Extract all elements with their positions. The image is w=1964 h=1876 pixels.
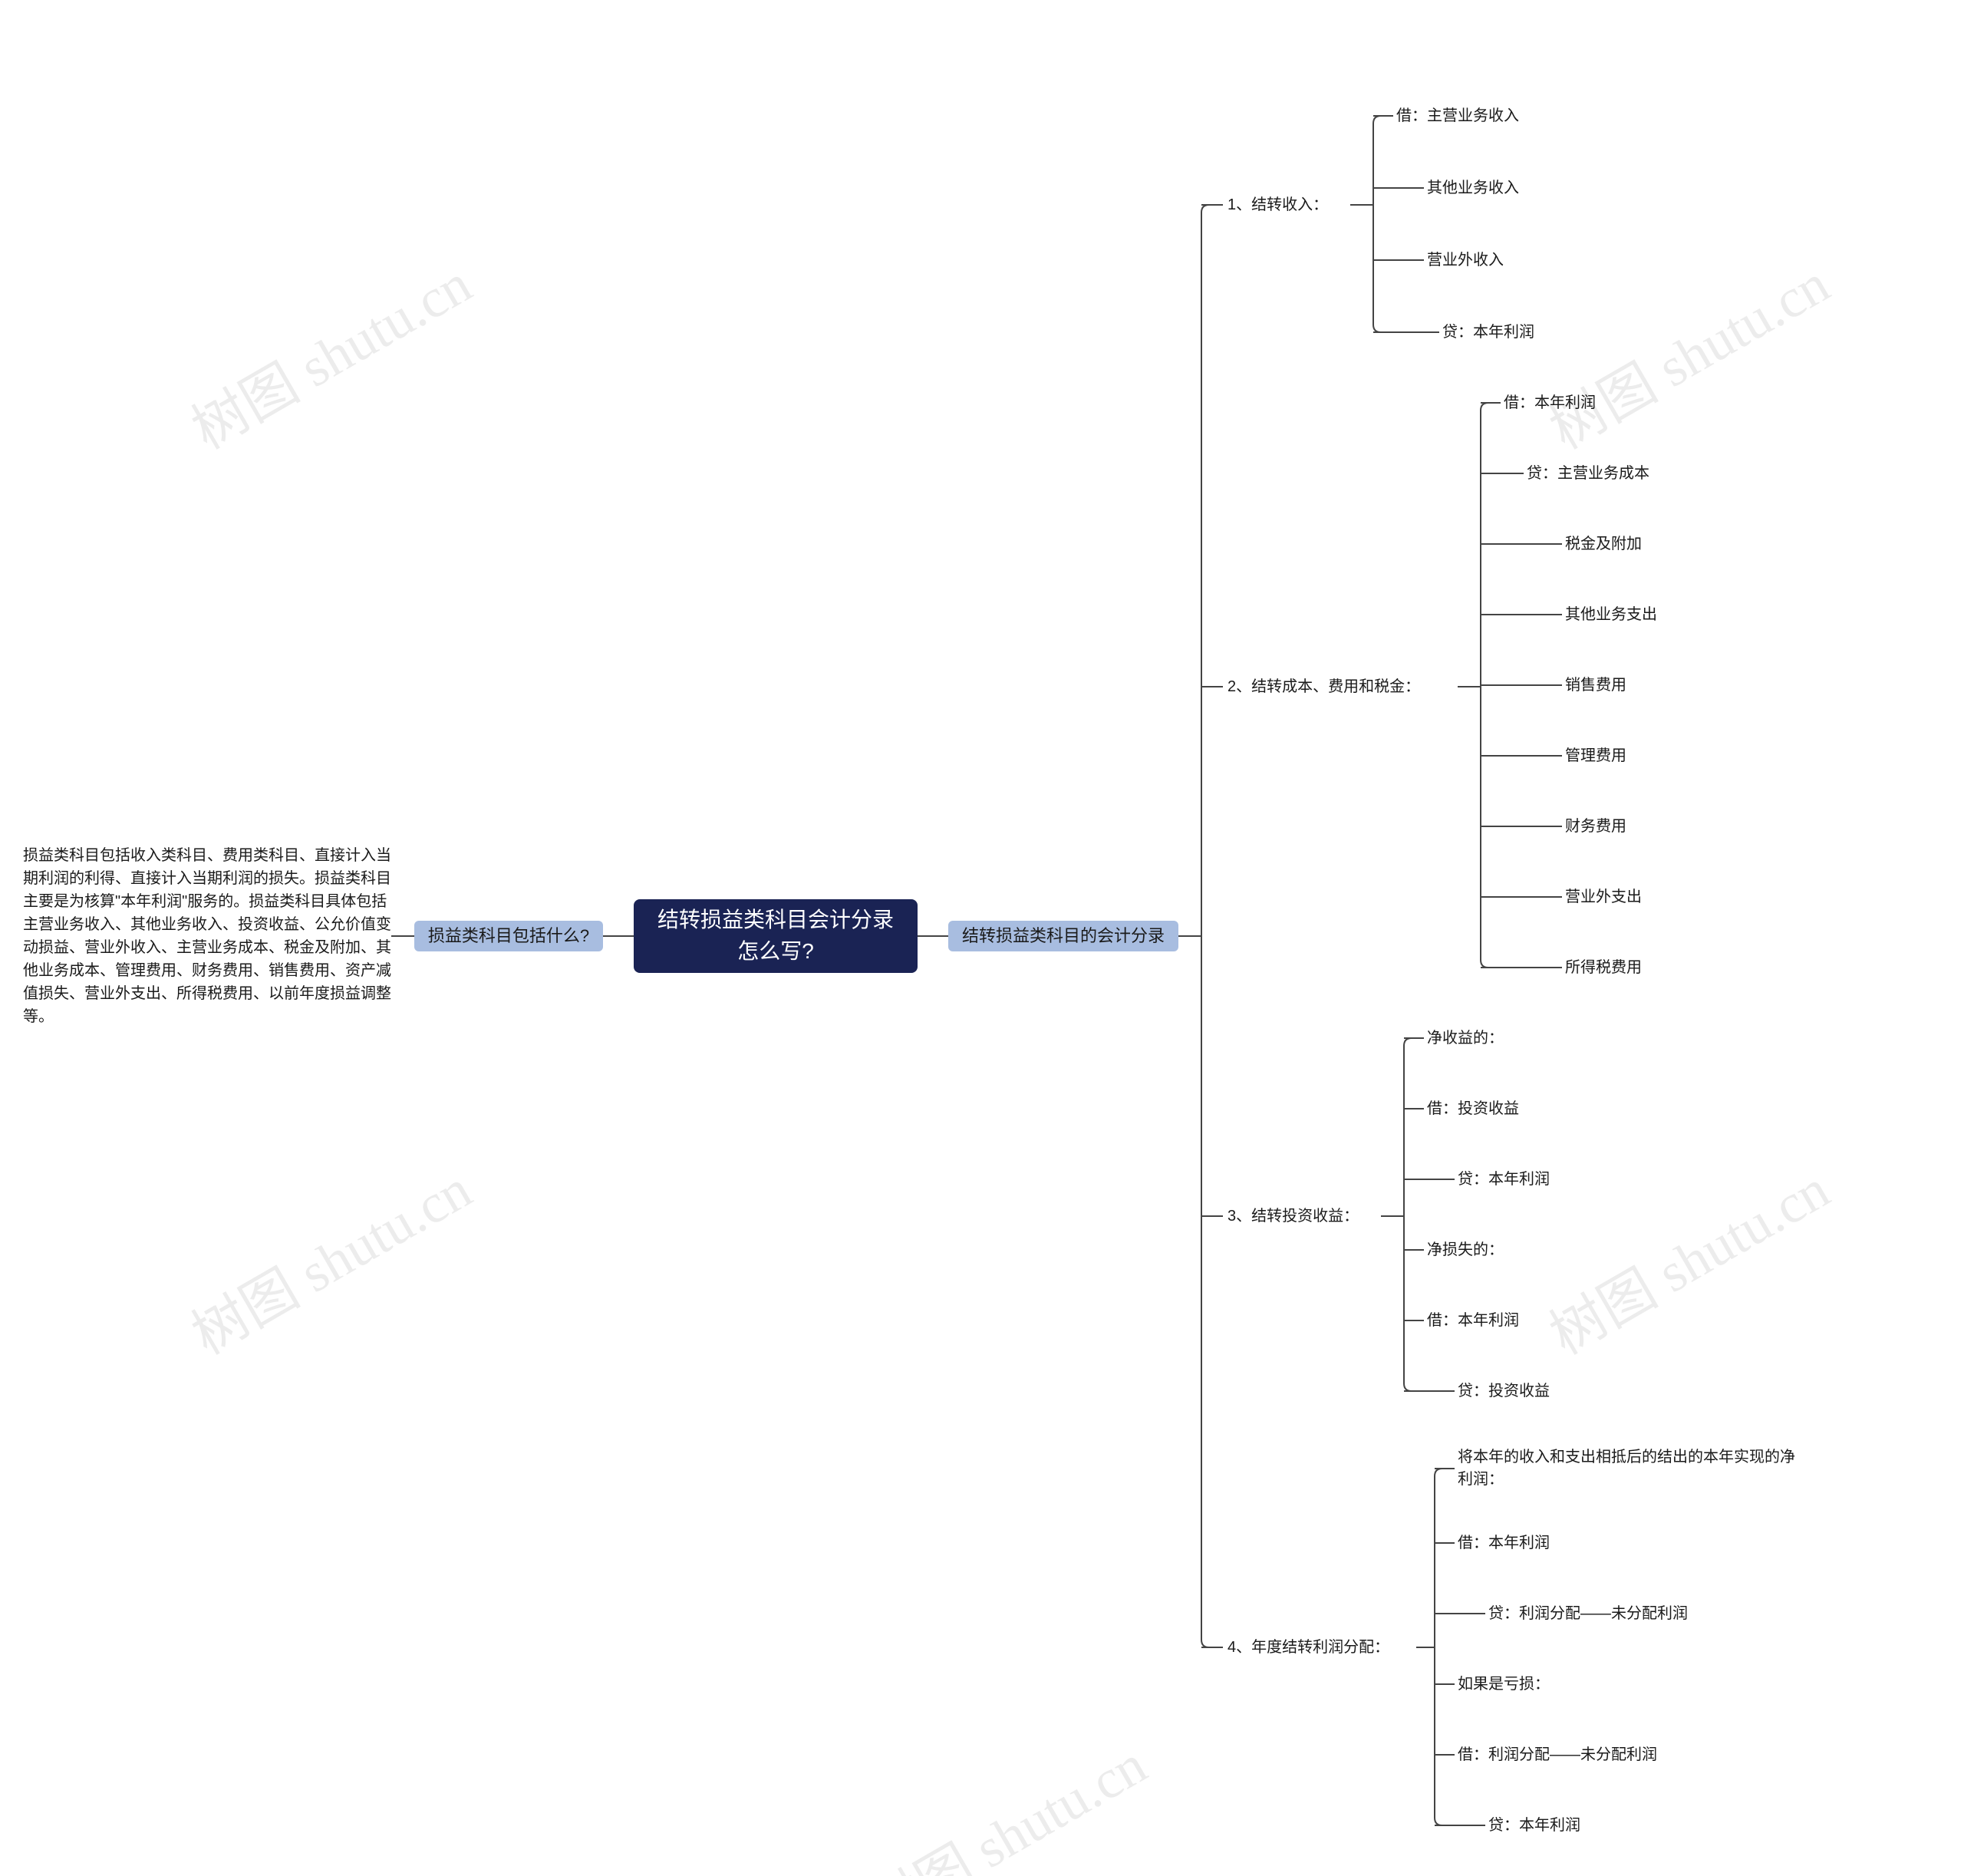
right-branch: 结转损益类科目的会计分录 <box>948 921 1178 951</box>
group-3-item-1: 净收益的： <box>1427 1027 1580 1050</box>
watermark-2: 树图 shutu.cn <box>1533 239 1841 464</box>
group-2-item-6: 管理费用 <box>1565 744 1718 767</box>
group-1-item-2: 其他业务收入 <box>1427 176 1580 199</box>
group-2-item-9: 所得税费用 <box>1565 956 1718 979</box>
group-3-item-2: 借：投资收益 <box>1427 1097 1580 1120</box>
left-branch: 损益类科目包括什么? <box>414 921 603 951</box>
group-4-item-1: 将本年的收入和支出相抵后的结出的本年实现的净利润： <box>1458 1446 1795 1492</box>
group-2: 2、结转成本、费用和税金： <box>1228 674 1458 700</box>
group-3-item-3: 贷：本年利润 <box>1458 1168 1611 1191</box>
group-2-item-2: 贷：主营业务成本 <box>1527 462 1695 485</box>
group-1-item-3: 营业外收入 <box>1427 249 1580 272</box>
group-4-item-6: 贷：本年利润 <box>1488 1814 1642 1837</box>
group-2-item-7: 财务费用 <box>1565 815 1718 838</box>
group-3-item-4: 净损失的： <box>1427 1238 1580 1261</box>
group-3-item-6: 贷：投资收益 <box>1458 1380 1611 1403</box>
group-2-item-5: 销售费用 <box>1565 674 1718 697</box>
watermark-5: 树图 shutu.cn <box>850 1720 1158 1876</box>
group-4-item-2: 借：本年利润 <box>1458 1531 1611 1555</box>
group-4-item-5: 借：利润分配——未分配利润 <box>1458 1743 1703 1766</box>
watermark-1: 树图 shutu.cn <box>175 239 483 464</box>
group-4-item-4: 如果是亏损： <box>1458 1673 1611 1696</box>
group-2-item-3: 税金及附加 <box>1565 532 1718 556</box>
group-4-item-3: 贷：利润分配——未分配利润 <box>1488 1602 1734 1625</box>
group-3: 3、结转投资收益： <box>1228 1203 1381 1229</box>
group-3-item-5: 借：本年利润 <box>1427 1309 1580 1332</box>
group-2-item-8: 营业外支出 <box>1565 885 1718 908</box>
group-1: 1、结转收入： <box>1228 192 1350 218</box>
group-2-item-1: 借：本年利润 <box>1504 391 1657 414</box>
group-4: 4、年度结转利润分配： <box>1228 1634 1419 1660</box>
watermark-3: 树图 shutu.cn <box>175 1145 483 1370</box>
group-1-item-4: 贷：本年利润 <box>1442 321 1596 344</box>
group-1-item-1: 借：主营业务收入 <box>1396 104 1565 127</box>
left-branch-desc: 损益类科目包括收入类科目、费用类科目、直接计入当期利润的利得、直接计入当期利润的… <box>23 844 391 1028</box>
group-2-item-4: 其他业务支出 <box>1565 603 1718 626</box>
root-node: 结转损益类科目会计分录 怎么写? <box>634 899 918 973</box>
